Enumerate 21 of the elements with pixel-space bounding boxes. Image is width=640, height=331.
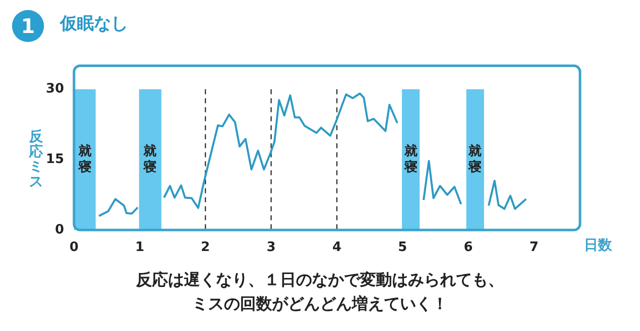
x-tick-label: 4 (332, 240, 342, 256)
band-label: 就寝 (142, 143, 157, 176)
band-label: 就寝 (468, 143, 482, 176)
text: 1 (12, 10, 44, 42)
x-axis-title: 日数 (584, 238, 613, 254)
y-tick-label: 30 (46, 82, 64, 97)
x-tick-label: 1 (135, 240, 144, 256)
y-tick-label: 15 (46, 152, 64, 168)
x-tick-label: 7 (529, 240, 539, 256)
y-tick-label: 0 (54, 222, 64, 238)
x-tick-label: 2 (200, 240, 210, 256)
y-axis-title: 反応ミス (28, 128, 44, 190)
x-tick-label: 3 (266, 240, 276, 256)
chart-title: 仮眠なし (60, 13, 128, 35)
x-tick-label: 6 (464, 240, 473, 256)
x-tick-label: 5 (398, 240, 408, 256)
text: 反応は遅くなり、１日のなかで変動はみられても、 (134, 269, 505, 291)
band-label: 就寝 (77, 143, 92, 176)
x-tick-label: 0 (69, 240, 79, 256)
text: ミスの回数がどんどん増えていく！ (191, 293, 449, 315)
band-label: 就寝 (403, 143, 418, 176)
